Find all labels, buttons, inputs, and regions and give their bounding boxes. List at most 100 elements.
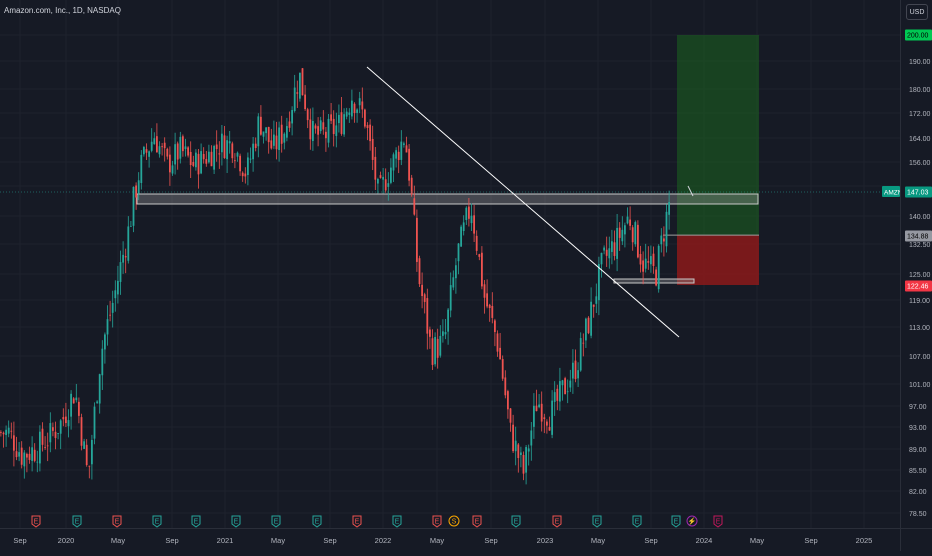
candle-body xyxy=(80,417,83,446)
symbol-title: Amazon.com, Inc., 1D, NASDAQ xyxy=(4,6,121,15)
earnings-marker[interactable]: E xyxy=(632,515,642,528)
candle-body xyxy=(668,202,670,215)
currency-button[interactable]: USD xyxy=(906,4,928,20)
candle-body xyxy=(78,401,80,416)
earnings-marker-shape xyxy=(72,515,82,528)
price-axis[interactable]: 200.00 190.00 180.00 172.00 164.00 156.00 147.… xyxy=(900,0,932,528)
earnings-marker[interactable]: E xyxy=(511,515,521,528)
candle-body xyxy=(273,134,275,146)
candle-body xyxy=(184,146,187,150)
candle-body xyxy=(564,378,566,395)
candle-body xyxy=(579,338,582,371)
price-tick-label: 172.00 xyxy=(909,111,931,118)
earnings-marker[interactable]: E xyxy=(112,515,122,528)
candle-body xyxy=(478,254,481,257)
earnings-marker-shape xyxy=(592,515,602,528)
candle-body xyxy=(527,448,530,452)
candle-body xyxy=(98,374,101,404)
time-tick-label: 2025 xyxy=(856,536,873,545)
price-badge-label-last: 147.03 xyxy=(907,190,929,197)
earnings-marker[interactable]: E xyxy=(191,515,201,528)
earnings-marker-shape xyxy=(432,515,442,528)
candle-body xyxy=(23,452,26,467)
earnings-marker-shape xyxy=(671,515,681,528)
symbol-price-tag xyxy=(882,186,900,197)
candle-body xyxy=(54,431,57,438)
candle-body xyxy=(7,427,10,434)
candle-body xyxy=(577,370,579,379)
candle-body xyxy=(553,392,556,402)
candle-body xyxy=(504,377,507,396)
candle-body xyxy=(267,126,270,143)
price-badge-label-stop: 122.46 xyxy=(907,284,929,291)
earnings-marker[interactable]: E xyxy=(312,515,322,528)
earnings-marker[interactable]: E xyxy=(271,515,281,528)
earnings-marker[interactable]: E xyxy=(352,515,362,528)
earnings-marker[interactable]: E xyxy=(713,515,723,528)
candle-body xyxy=(598,263,600,301)
candle-body xyxy=(387,183,390,187)
candle-body xyxy=(639,254,642,265)
candle-body xyxy=(634,222,637,245)
dividend-marker-shape xyxy=(448,515,460,527)
price-tick-label: 140.00 xyxy=(909,214,931,221)
earnings-marker[interactable]: E xyxy=(231,515,241,528)
candle-body xyxy=(28,453,31,460)
candle-body xyxy=(166,148,169,157)
candle-body xyxy=(434,336,436,365)
candle-body xyxy=(330,114,332,121)
earnings-marker[interactable]: E xyxy=(432,515,442,528)
candle-body xyxy=(390,167,392,183)
split-marker-shape xyxy=(686,515,698,527)
earnings-marker[interactable]: E xyxy=(152,515,162,528)
candle-body xyxy=(470,215,473,224)
dividend-marker[interactable]: S xyxy=(448,515,460,527)
earnings-marker[interactable]: E xyxy=(592,515,602,528)
event-marker-label: E xyxy=(555,519,560,526)
candle-body xyxy=(657,245,660,290)
candle-body xyxy=(444,332,447,335)
time-axis[interactable]: Sep 2020 May Sep 2021 May Sep 2022 May Sep 2023 May… xyxy=(0,528,900,551)
candle-body xyxy=(114,290,117,299)
candle-body xyxy=(447,309,449,332)
split-marker[interactable]: ⚡ xyxy=(686,515,698,527)
candle-body xyxy=(91,439,93,465)
candle-body xyxy=(384,179,387,191)
candle-body xyxy=(153,138,156,145)
candle-body xyxy=(174,144,176,165)
candle-body xyxy=(101,348,104,376)
candle-body xyxy=(132,186,135,226)
candle-body xyxy=(403,143,405,145)
event-marker-label: ⚡ xyxy=(688,517,697,526)
candlestick-chart[interactable]: E E E E E E E E E E E S E E E E E E ⚡ E AMZN xyxy=(0,0,903,528)
candle-body xyxy=(377,178,379,184)
candle-body xyxy=(244,173,247,177)
candle-body xyxy=(585,318,587,341)
candle-body xyxy=(293,87,296,112)
event-marker-label: E xyxy=(274,519,279,526)
candle-body xyxy=(62,417,65,420)
time-tick-label: Sep xyxy=(13,536,26,545)
candle-body xyxy=(499,347,501,360)
candles xyxy=(0,68,670,485)
earnings-marker[interactable]: E xyxy=(472,515,482,528)
candle-body xyxy=(236,152,239,157)
earnings-marker[interactable]: E xyxy=(392,515,402,528)
price-tick-label: 85.50 xyxy=(909,468,927,475)
event-marker-label: E xyxy=(234,519,239,526)
price-badge-target xyxy=(905,29,932,41)
candle-body xyxy=(660,235,663,245)
earnings-marker[interactable]: E xyxy=(671,515,681,528)
candle-body xyxy=(163,142,166,149)
candle-body xyxy=(665,211,668,247)
earnings-marker[interactable]: E xyxy=(31,515,41,528)
price-badge-stop xyxy=(905,280,932,292)
candle-body xyxy=(426,298,429,334)
candle-body xyxy=(501,359,504,379)
chart-pane[interactable]: E E E E E E E E E E E S E E E E E E ⚡ E AMZN xyxy=(0,0,903,528)
earnings-marker[interactable]: E xyxy=(552,515,562,528)
candle-body xyxy=(525,447,527,473)
earnings-marker[interactable]: E xyxy=(72,515,82,528)
candle-body xyxy=(83,441,85,449)
candle-body xyxy=(208,151,210,163)
